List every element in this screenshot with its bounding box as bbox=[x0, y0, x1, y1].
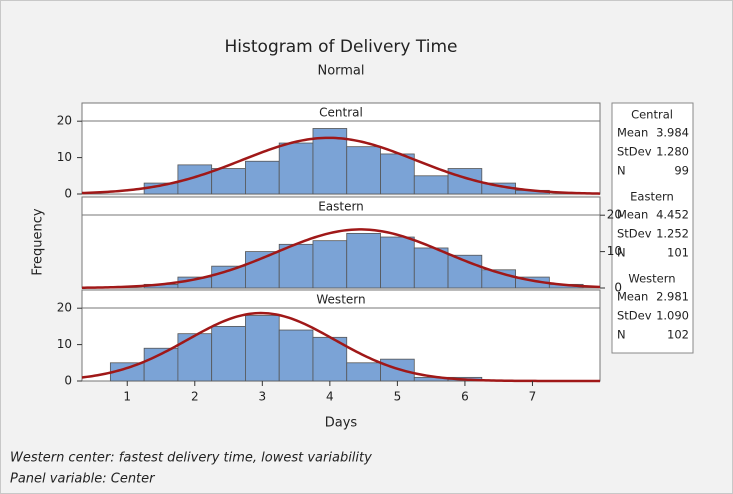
bar bbox=[278, 142, 314, 195]
stats-name: N bbox=[617, 246, 626, 260]
y-tick-label: 10 bbox=[57, 150, 72, 164]
bar bbox=[211, 325, 246, 382]
x-tick-label: 2 bbox=[191, 390, 199, 404]
x-tick-label: 6 bbox=[461, 390, 469, 404]
bar bbox=[346, 362, 381, 382]
bar bbox=[278, 243, 314, 289]
bar bbox=[278, 329, 314, 382]
stats-value: 99 bbox=[674, 164, 689, 178]
x-tick-label: 4 bbox=[326, 390, 334, 404]
bar bbox=[211, 168, 246, 195]
y-tick-label: 0 bbox=[614, 281, 622, 295]
stats-name: StDev bbox=[617, 309, 652, 323]
x-tick-label: 5 bbox=[394, 390, 402, 404]
panel-header bbox=[81, 289, 601, 309]
bar bbox=[413, 175, 449, 195]
stats-box bbox=[611, 102, 694, 354]
bar bbox=[312, 240, 348, 289]
panel-title: Western bbox=[316, 293, 365, 307]
x-tick-label: 1 bbox=[123, 390, 131, 404]
stats-value: 3.984 bbox=[656, 126, 689, 140]
bar bbox=[413, 247, 449, 289]
chart-subtitle: Normal bbox=[317, 64, 364, 79]
bar bbox=[346, 146, 381, 195]
stats-name: StDev bbox=[617, 145, 652, 159]
stats-value: 102 bbox=[667, 328, 689, 342]
y-tick-label: 20 bbox=[57, 301, 72, 315]
chart-title: Histogram of Delivery Time bbox=[225, 37, 458, 57]
bar bbox=[380, 153, 415, 195]
stats-title: Western bbox=[628, 272, 675, 286]
panel-title: Eastern bbox=[318, 200, 364, 214]
y-tick-label: 20 bbox=[607, 208, 622, 222]
y-tick-label: 10 bbox=[57, 337, 72, 351]
stats-name: N bbox=[617, 164, 626, 178]
stats-name: N bbox=[617, 328, 626, 342]
y-tick-label: 20 bbox=[57, 114, 72, 128]
stats-name: Mean bbox=[617, 208, 648, 222]
bar bbox=[177, 333, 213, 382]
footnote: Panel variable: Center bbox=[10, 472, 156, 487]
fit-curve bbox=[81, 311, 600, 383]
stats-name: Mean bbox=[617, 290, 648, 304]
stats-value: 1.252 bbox=[656, 227, 689, 241]
bar bbox=[380, 236, 415, 289]
stats-value: 1.090 bbox=[656, 309, 689, 323]
stats-title: Eastern bbox=[630, 190, 674, 204]
panel-header bbox=[81, 102, 601, 122]
panel-header bbox=[81, 196, 601, 216]
stats-value: 101 bbox=[667, 246, 689, 260]
y-axis-title: Frequency bbox=[31, 208, 46, 275]
y-tick-label: 0 bbox=[64, 187, 72, 201]
x-axis-title: Days bbox=[325, 416, 358, 431]
y-tick-label: 0 bbox=[64, 374, 72, 388]
stats-name: Mean bbox=[617, 126, 648, 140]
bar bbox=[245, 315, 280, 382]
x-tick-label: 7 bbox=[529, 390, 537, 404]
x-tick-label: 3 bbox=[259, 390, 267, 404]
bar bbox=[245, 160, 280, 195]
panel-title: Central bbox=[319, 106, 363, 120]
fit-curve bbox=[81, 136, 601, 195]
stats-value: 2.981 bbox=[656, 290, 689, 304]
stats-value: 1.280 bbox=[656, 145, 689, 159]
stats-title: Central bbox=[631, 108, 673, 122]
footnote: Western center: fastest delivery time, l… bbox=[10, 451, 372, 466]
fit-curve bbox=[81, 228, 601, 289]
stats-name: StDev bbox=[617, 227, 652, 241]
stats-value: 4.452 bbox=[656, 208, 689, 222]
bar bbox=[346, 232, 381, 289]
y-tick-label: 10 bbox=[607, 244, 622, 258]
